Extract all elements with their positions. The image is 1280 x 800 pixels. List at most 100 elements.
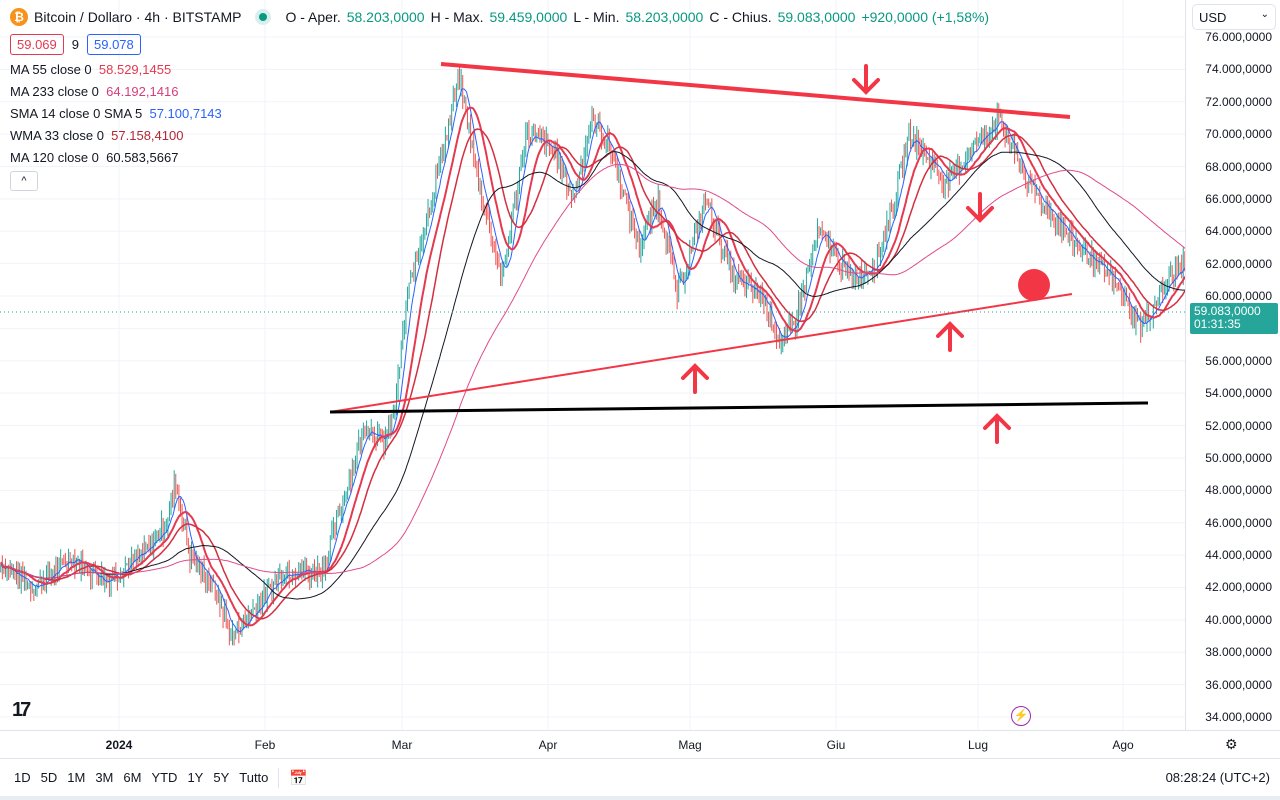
time-label: Ago [1112,738,1134,752]
chevron-up-icon: ^ [21,175,27,187]
indicator-row[interactable]: WMA 33 close 0 57.158,4100 [10,128,989,143]
high-label: H - Max. [430,9,484,25]
price-label: 36.000,0000 [1205,677,1272,692]
indicator-value: 58.529,1455 [98,62,172,77]
calendar-goto-icon[interactable]: 📅 [289,769,309,787]
indicator-name: MA 120 close 0 [10,150,99,165]
indicator-name: MA 55 close 0 [10,62,92,77]
symbol-title[interactable]: Bitcoin / Dollaro · 4h · BITSTAMP [34,9,242,25]
indicator-value: 60.583,5667 [106,150,179,165]
time-label: Mag [678,738,702,752]
price-label: 70.000,0000 [1205,127,1272,142]
support-trendline [329,293,1073,413]
price-label: 76.000,0000 [1205,30,1272,44]
sell-price-button[interactable]: 59.069 [10,34,64,55]
resistance-trendline [440,62,1071,119]
low-label: L - Min. [573,9,620,25]
time-label: Apr [538,738,558,752]
time-axis[interactable]: 2024 Feb Mar Apr Mag Giu Lug Ago ⚙ [0,730,1280,759]
indicator-name: SMA 14 close 0 SMA 5 [10,106,143,121]
tradingview-logo[interactable]: 17 [12,699,31,721]
indicator-name: WMA 33 close 0 [10,128,104,143]
market-open-icon [255,9,272,25]
range-bar: 1D 5D 1M 3M 6M YTD 1Y 5Y Tutto 📅 08:28:24 (UTC+2… [0,759,1280,796]
price-label: 50.000,0000 [1205,450,1272,465]
lightning-icon[interactable]: ⚡ [1011,706,1031,726]
range-button[interactable]: YTD [151,770,178,785]
price-label: 48.000,0000 [1205,483,1272,498]
marker-circle [1018,269,1050,301]
time-label: 2024 [105,738,133,752]
last-price-tag: 59.083,0000 01:31:35 [1190,303,1278,334]
range-button[interactable]: 1D [14,770,31,785]
price-label: 60.000,0000 [1205,289,1272,304]
divider [278,767,280,788]
candle-countdown: 01:31:35 [1194,317,1241,331]
clock[interactable]: 08:28:24 (UTC+2) [1165,770,1270,785]
price-chart[interactable] [0,0,1185,730]
change-value: +920,0000 (+1,58%) [861,9,990,25]
range-button[interactable]: 5D [40,770,58,785]
price-axis[interactable]: USD ⌄ 76.000,0000 74.000,0000 72.000,0000 70… [1185,0,1280,730]
price-label: 40.000,0000 [1205,612,1272,627]
price-label: 62.000,0000 [1205,256,1272,271]
price-label: 34.000,0000 [1205,709,1272,724]
price-label: 46.000,0000 [1205,515,1272,530]
price-label: 68.000,0000 [1205,159,1272,174]
bitcoin-icon: ₿ [10,8,28,26]
price-label: 56.000,0000 [1205,353,1272,368]
indicator-row[interactable]: MA 233 close 0 64.192,1416 [10,84,989,99]
moving-average-line [0,128,1185,620]
indicator-name: MA 233 close 0 [10,84,99,99]
chart-legend: ₿ Bitcoin / Dollaro · 4h · BITSTAMP O - … [10,8,989,191]
range-button[interactable]: 1Y [187,770,204,785]
range-button[interactable]: Tutto [239,770,269,785]
arrow-up-icon [983,413,1011,444]
spread: 9 [71,37,79,52]
chevron-down-icon: ⌄ [1260,9,1269,20]
close-label: C - Chius. [709,9,772,25]
time-label: Mar [391,738,413,752]
buy-price-button[interactable]: 59.078 [87,34,141,55]
indicator-row[interactable]: SMA 14 close 0 SMA 5 57.100,7143 [10,106,989,121]
price-label: 42.000,0000 [1205,580,1272,595]
range-button[interactable]: 5Y [213,770,230,785]
time-label: Giu [826,738,846,752]
last-price: 59.083,0000 [1194,304,1261,318]
range-button[interactable]: 1M [67,770,86,785]
indicator-row[interactable]: MA 120 close 0 60.583,5667 [10,150,989,165]
collapse-legend-button[interactable]: ^ [10,171,38,191]
low-value: 58.203,0000 [625,9,704,25]
price-label: 52.000,0000 [1205,418,1272,433]
price-label: 74.000,0000 [1205,62,1272,77]
currency-select[interactable]: USD ⌄ [1192,4,1276,30]
price-label: 66.000,0000 [1205,191,1272,206]
moving-average-line [0,106,1185,627]
high-value: 59.459,0000 [489,9,568,25]
open-label: O - Aper. [285,9,341,25]
arrow-down-icon [966,192,994,223]
settings-icon[interactable]: ⚙ [1225,736,1238,752]
indicator-value: 64.192,1416 [106,84,179,99]
bottom-strip [0,796,1280,800]
moving-average-line [0,151,1185,600]
moving-average-line [0,87,1185,633]
arrow-up-icon [936,321,964,352]
time-label: Feb [254,738,276,752]
price-label: 64.000,0000 [1205,224,1272,239]
price-label: 54.000,0000 [1205,386,1272,401]
arrow-up-icon [681,363,709,394]
range-button[interactable]: 6M [123,770,142,785]
indicator-value: 57.100,7143 [149,106,222,121]
open-value: 58.203,0000 [346,9,425,25]
price-label: 72.000,0000 [1205,94,1272,109]
range-button[interactable]: 3M [95,770,114,785]
horizontal-support-line [329,401,1149,414]
arrow-down-icon [852,64,880,95]
indicator-value: 57.158,4100 [111,128,184,143]
currency-value: USD [1199,10,1227,25]
indicator-row[interactable]: MA 55 close 0 58.529,1455 [10,62,989,77]
time-label: Lug [967,738,989,752]
price-label: 44.000,0000 [1205,548,1272,563]
price-label: 38.000,0000 [1205,645,1272,660]
